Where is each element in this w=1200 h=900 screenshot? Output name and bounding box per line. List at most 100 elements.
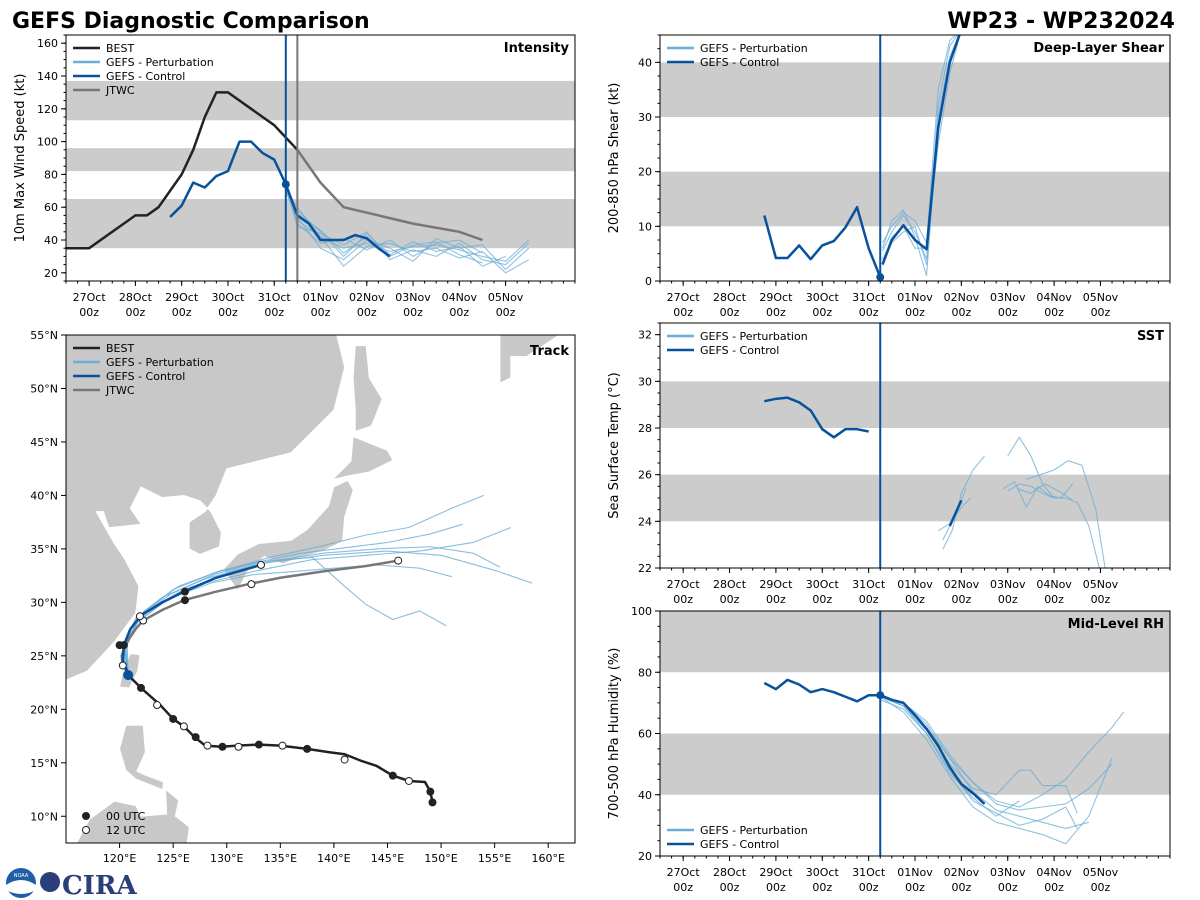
intensity-ytick-label: 100 (37, 136, 58, 149)
sst-xtick-day: 03Nov (990, 578, 1026, 591)
track-xtick-label: 130°E (210, 852, 243, 865)
track-title: Track (530, 344, 569, 359)
shear-ytick-label: 20 (638, 166, 652, 179)
sst-xtick-hour: 00z (951, 593, 971, 606)
shear-xtick-day: 03Nov (990, 291, 1026, 304)
track-best-point (426, 787, 435, 796)
rh-legend-label: GEFS - Control (700, 838, 779, 851)
intensity-panel: 27Oct 00z 28Oct 00z 29Oct 00z 30Oct 00z 31Oct 00z… (13, 34, 576, 319)
intensity-ytick-label: 40 (44, 234, 58, 247)
intensity-xtick-hour: 00z (79, 306, 99, 319)
track-best-point (404, 776, 413, 785)
track-frame (65, 334, 576, 844)
track-xtick-label: 135°E (264, 852, 297, 865)
track-best-point (278, 741, 287, 750)
track-best-point (137, 683, 146, 692)
noaa-logo-text: NOAA (14, 873, 29, 879)
track-legend-label: GEFS - Control (106, 370, 185, 383)
shear-xtick-day: 04Nov (1036, 291, 1072, 304)
track-xtick-label: 125°E (156, 852, 189, 865)
rh-band (660, 733, 1170, 795)
track-perturbation-line (123, 564, 452, 676)
shear-xtick-hour: 00z (766, 306, 786, 319)
shear-xtick-day: 01Nov (897, 291, 933, 304)
sst-ytick-label: 32 (638, 329, 652, 342)
sst-series-control (948, 499, 963, 527)
intensity-lines (66, 91, 530, 274)
sst-xtick-hour: 00z (766, 593, 786, 606)
track-ytick-label: 10°N (30, 810, 58, 823)
track-best-point (388, 771, 397, 780)
intensity-ytick-label: 60 (44, 201, 58, 214)
track-best-point (169, 714, 178, 723)
track-ytick-label: 30°N (30, 596, 58, 609)
sst-xtick-day: 27Oct (667, 578, 701, 591)
intensity-xtick-day: 05Nov (488, 291, 524, 304)
sst-legend-label: GEFS - Perturbation (700, 330, 808, 343)
shear-series-perturbation (882, 35, 957, 244)
track-marker-legend-dot (82, 826, 90, 834)
track-perturbation-line (125, 494, 485, 676)
asia-mainland-shape (66, 335, 346, 681)
track-control-point (257, 560, 266, 569)
track-best-line (123, 665, 434, 803)
shear-legend-label: GEFS - Control (700, 56, 779, 69)
intensity-band (66, 80, 575, 121)
rh-xtick-day: 03Nov (990, 866, 1026, 879)
shear-xtick-day: 28Oct (713, 291, 747, 304)
sst-ylabel: Sea Surface Temp (°C) (607, 372, 622, 519)
track-ytick-label: 15°N (30, 757, 58, 770)
track-marker-legend-label: 12 UTC (106, 824, 146, 837)
shear-xtick-hour: 00z (1044, 306, 1064, 319)
track-panel: 120°E 125°E 130°E 135°E 140°E 145°E 150°E 155°E… (30, 329, 576, 865)
sst-series-perturbation (1026, 460, 1106, 568)
rh-legend-label: GEFS - Perturbation (700, 824, 808, 837)
track-xtick-label: 120°E (103, 852, 136, 865)
shear-xtick-day: 05Nov (1083, 291, 1119, 304)
intensity-xtick-hour: 00z (126, 306, 146, 319)
sst-panel: 27Oct 00z 28Oct 00z 29Oct 00z 30Oct 00z 31Oct 00z… (607, 322, 1171, 606)
intensity-xtick-hour: 00z (264, 306, 284, 319)
intensity-ytick-label: 160 (37, 37, 58, 50)
track-legend-label: GEFS - Perturbation (106, 356, 214, 369)
cira-globe-icon (40, 872, 60, 892)
sst-xtick-day: 04Nov (1036, 578, 1072, 591)
rh-xtick-hour: 00z (998, 881, 1018, 894)
philippines-south-shape (76, 788, 190, 843)
intensity-xtick-day: 01Nov (303, 291, 339, 304)
shear-xtick-hour: 00z (905, 306, 925, 319)
rh-xtick-hour: 00z (905, 881, 925, 894)
intensity-ytick-label: 120 (37, 103, 58, 116)
shear-xtick-hour: 00z (812, 306, 832, 319)
track-jtwc-point (118, 661, 127, 670)
intensity-title: Intensity (504, 41, 570, 56)
shear-panel: 27Oct 00z 28Oct 00z 29Oct 00z 30Oct 00z 31Oct 00z… (607, 34, 1171, 319)
rh-series-perturbation (880, 696, 1020, 817)
luzon-shape (119, 724, 164, 791)
intensity-legend-label: BEST (106, 42, 134, 55)
track-marker-legend-label: 00 UTC (106, 810, 146, 823)
sst-xtick-day: 29Oct (759, 578, 793, 591)
track-jtwc-point (247, 580, 256, 589)
rh-xtick-hour: 00z (1091, 881, 1111, 894)
intensity-xtick-day: 27Oct (73, 291, 107, 304)
rh-series-perturbation (879, 693, 1078, 814)
rh-xtick-day: 28Oct (713, 866, 747, 879)
shear-band (660, 62, 1170, 117)
sst-series-perturbation (942, 455, 985, 550)
sst-series-perturbation (1016, 483, 1073, 501)
sst-xtick-hour: 00z (905, 593, 925, 606)
rh-series-perturbation (879, 696, 1113, 845)
rh-ytick-label: 20 (638, 850, 652, 863)
sst-xtick-day: 05Nov (1083, 578, 1119, 591)
shear-xtick-day: 29Oct (759, 291, 793, 304)
rh-series-perturbation (880, 696, 1125, 808)
shear-series-control (881, 35, 961, 266)
intensity-ylabel: 10m Max Wind Speed (kt) (13, 74, 28, 243)
shear-xtick-day: 27Oct (667, 291, 701, 304)
intensity-xtick-hour: 00z (218, 306, 238, 319)
track-best-point (218, 742, 227, 751)
intensity-xtick-hour: 00z (403, 306, 423, 319)
sst-xtick-hour: 00z (859, 593, 879, 606)
